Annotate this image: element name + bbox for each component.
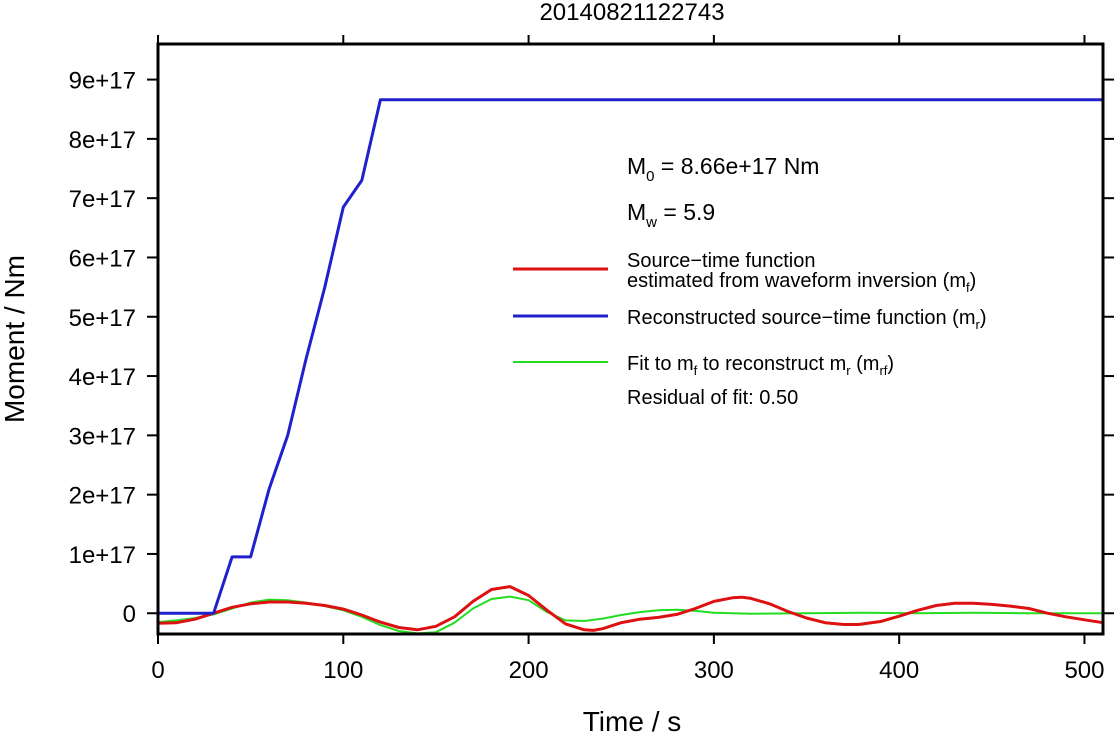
- y-axis-tick-labels: 0 1e+17 2e+17 3e+17 4e+17 5e+17 6e+17 7e+17 8e+1…: [69, 68, 136, 629]
- blue-series-line: [158, 98, 1103, 615]
- legend-label-blue: Reconstructed source−time function (mr): [627, 307, 987, 332]
- green-series-line: [157, 595, 1103, 635]
- legend-label-green: Fit to mf to reconstruct mr (mrf): [627, 353, 894, 378]
- y-tick-label: 4e+17: [69, 364, 136, 391]
- legend: Source−time function estimated from wave…: [513, 250, 987, 409]
- chart-title: 20140821122743: [539, 0, 724, 26]
- y-tick-label: 7e+17: [69, 186, 136, 213]
- y-axis-ticks-right: [1103, 78, 1114, 615]
- legend-label-red-line1: Source−time function: [627, 250, 815, 272]
- m0-annotation: M0 = 8.66e+17 Nm: [627, 153, 819, 185]
- x-tick-label: 500: [1064, 657, 1104, 684]
- y-tick-label: 1e+17: [69, 542, 136, 569]
- red-series-line: [157, 585, 1104, 632]
- y-tick-label: 8e+17: [69, 127, 136, 154]
- y-tick-label: 9e+17: [69, 68, 136, 95]
- y-axis-ticks-left: [147, 78, 158, 615]
- y-tick-label: 6e+17: [69, 245, 136, 272]
- x-axis-tick-labels: 0 100 200 300 400 500: [151, 657, 1104, 684]
- x-axis-label: Time / s: [583, 706, 682, 734]
- y-tick-label: 3e+17: [69, 423, 136, 450]
- mw-annotation: Mw = 5.9: [627, 199, 715, 231]
- x-tick-label: 300: [694, 657, 734, 684]
- x-tick-label: 100: [323, 657, 363, 684]
- y-tick-label: 2e+17: [69, 483, 136, 510]
- y-tick-label: 0: [123, 601, 136, 628]
- x-tick-label: 400: [879, 657, 919, 684]
- x-tick-label: 0: [151, 657, 164, 684]
- legend-label-red-line2: estimated from waveform inversion (mf): [627, 270, 976, 295]
- y-tick-label: 5e+17: [69, 305, 136, 332]
- series-layer: [157, 98, 1104, 635]
- residual-annotation: Residual of fit: 0.50: [627, 387, 798, 409]
- x-tick-label: 200: [509, 657, 549, 684]
- y-axis-label: Moment / Nm: [0, 255, 30, 423]
- x-axis-ticks-bottom: [157, 634, 1086, 644]
- plot-frame: [156, 42, 1105, 636]
